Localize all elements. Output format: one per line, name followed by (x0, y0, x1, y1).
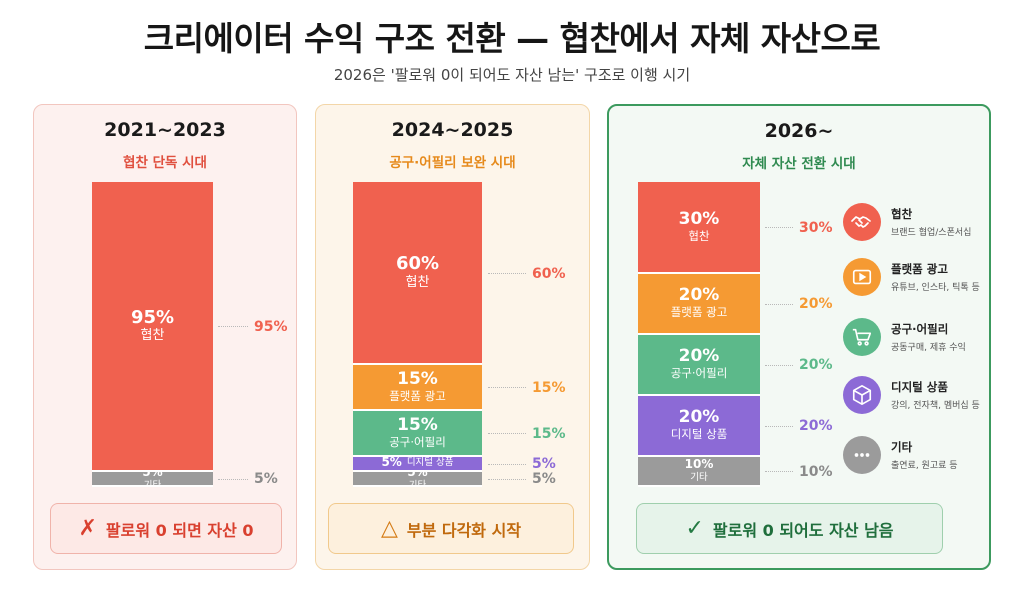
bar-segment-sponsorship: 60% 협찬 (353, 182, 482, 365)
segment-label: 협찬 (688, 228, 710, 243)
external-value-label: 10% (765, 464, 833, 480)
bar-segment-group-buy-affiliate: 20% 공구·어필리 (638, 334, 760, 396)
period-title: 2021~2023 (104, 119, 226, 141)
bar-segment-sponsorship: 95% 협찬 (92, 182, 213, 472)
external-value-label: 5% (488, 471, 556, 487)
legend-desc: 유튜브, 인스타, 틱톡 등 (891, 283, 980, 293)
external-value-label: 15% (488, 380, 566, 396)
bar-segment-other: 5% 기타 (92, 471, 213, 487)
external-value-label: 15% (488, 426, 566, 442)
segment-label: 플랫폼 광고 (670, 304, 728, 319)
external-value-label: 95% (218, 319, 288, 335)
external-value-label: 30% (765, 220, 833, 236)
footer-text: 팔로워 0 되어도 자산 남음 (712, 520, 894, 540)
external-value-label: 20% (765, 296, 833, 312)
handshake-icon (843, 203, 881, 241)
data-label: 5% (381, 456, 402, 470)
segment-label: 협찬 (140, 328, 165, 344)
bar-segment-digital-products: 5% 디지털 상품 (353, 456, 482, 472)
segment-label: 기타 (690, 471, 708, 483)
more-dots-icon (843, 436, 881, 474)
external-value-label: 5% (218, 471, 278, 487)
bar-segment-digital-products: 20% 디지털 상품 (638, 395, 760, 457)
shopping-cart-icon (843, 318, 881, 356)
data-label: 10% (684, 457, 714, 472)
external-value-label: 5% (488, 456, 556, 472)
footer-note-2024: △ 부분 다각화 시작 (328, 503, 574, 554)
bar-segment-group-buy-affiliate: 15% 공구·어필리 (353, 410, 482, 457)
period-subtitle: 자체 자산 전환 시대 (742, 156, 856, 172)
x-mark-icon: ✗ (78, 516, 97, 541)
segment-label: 디지털 상품 (406, 457, 454, 469)
data-label: 20% (678, 407, 720, 428)
legend-item-digital-products: 디지털 상품 강의, 전자책, 멤버십 등 (843, 376, 1003, 416)
bar-segment-platform-ads: 15% 플랫폼 광고 (353, 365, 482, 411)
check-mark-icon: ✓ (685, 516, 704, 541)
page-subtitle: 2026은 '팔로워 0이 되어도 자산 남는' 구조로 이행 시기 (333, 66, 691, 84)
legend-desc: 브랜드 협업/스폰서십 (891, 228, 972, 238)
external-value-label: 20% (765, 357, 833, 373)
legend-item-platform-ads: 플랫폼 광고 유튜브, 인스타, 틱톡 등 (843, 258, 1003, 298)
legend-desc: 강의, 전자책, 멤버십 등 (891, 401, 980, 411)
footer-note-2026: ✓ 팔로워 0 되어도 자산 남음 (636, 503, 943, 554)
period-subtitle: 공구·어필리 보완 시대 (389, 155, 516, 171)
data-label: 15% (397, 369, 438, 390)
legend-title: 공구·어필리 (891, 322, 949, 336)
footer-text: 부분 다각화 시작 (406, 520, 522, 540)
data-label: 5% (407, 471, 428, 479)
play-button-icon (843, 258, 881, 296)
legend-title: 협찬 (891, 207, 913, 221)
data-label: 20% (678, 285, 720, 306)
footer-text: 팔로워 0 되면 자산 0 (105, 520, 254, 540)
legend-item-sponsorship: 협찬 브랜드 협업/스폰서십 (843, 203, 1003, 243)
data-label: 15% (397, 414, 438, 435)
legend-desc: 공동구매, 제휴 수익 (891, 343, 966, 353)
external-value-label: 60% (488, 266, 566, 282)
segment-label: 기타 (143, 479, 162, 487)
bar-segment-other: 10% 기타 (638, 456, 760, 487)
box-cube-icon (843, 376, 881, 414)
period-subtitle: 협찬 단독 시대 (123, 155, 207, 171)
segment-label: 플랫폼 광고 (389, 388, 446, 403)
bar-segment-platform-ads: 20% 플랫폼 광고 (638, 273, 760, 335)
data-label: 30% (678, 209, 720, 230)
data-label: 20% (678, 346, 720, 367)
legend-title: 플랫폼 광고 (891, 262, 948, 276)
period-title: 2024~2025 (391, 119, 514, 141)
data-label: 95% (130, 306, 175, 328)
period-title: 2026~ (764, 120, 834, 142)
page-title: 크리에이터 수익 구조 전환 — 협찬에서 자체 자산으로 (143, 19, 881, 58)
external-value-label: 20% (765, 418, 833, 434)
legend-desc: 출연료, 원고료 등 (891, 461, 958, 471)
segment-label: 공구·어필리 (389, 434, 446, 449)
bar-segment-sponsorship: 30% 협찬 (638, 182, 760, 274)
segment-label: 협찬 (405, 275, 430, 291)
legend-item-group-buy: 공구·어필리 공동구매, 제휴 수익 (843, 318, 1003, 358)
footer-note-2021: ✗ 팔로워 0 되면 자산 0 (50, 503, 282, 554)
data-label: 60% (395, 253, 440, 275)
bar-segment-other: 5% 기타 (353, 471, 482, 487)
legend-title: 기타 (891, 440, 913, 454)
legend-item-other: 기타 출연료, 원고료 등 (843, 436, 1003, 476)
segment-label: 디지털 상품 (670, 426, 728, 441)
warning-triangle-icon: △ (380, 516, 398, 541)
data-label: 5% (142, 471, 163, 479)
segment-label: 기타 (408, 479, 427, 487)
legend-title: 디지털 상품 (891, 380, 948, 394)
segment-label: 공구·어필리 (670, 365, 728, 380)
